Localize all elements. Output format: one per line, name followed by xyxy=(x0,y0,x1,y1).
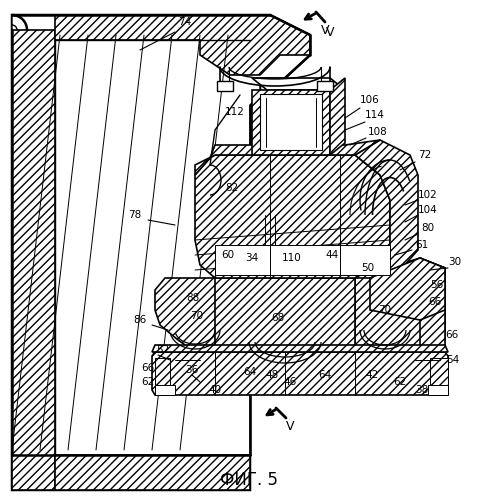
Text: 40: 40 xyxy=(209,385,222,395)
Text: V: V xyxy=(321,24,329,36)
Polygon shape xyxy=(155,358,170,385)
Text: 60: 60 xyxy=(222,250,235,260)
Polygon shape xyxy=(420,258,445,352)
Text: 106: 106 xyxy=(360,95,380,105)
Polygon shape xyxy=(155,278,215,352)
Polygon shape xyxy=(195,140,380,175)
Text: 30: 30 xyxy=(448,257,462,267)
Polygon shape xyxy=(12,30,55,490)
Polygon shape xyxy=(317,81,333,91)
Text: 54: 54 xyxy=(446,355,460,365)
Text: 80: 80 xyxy=(421,223,435,233)
Polygon shape xyxy=(340,245,390,275)
Polygon shape xyxy=(252,78,345,90)
Text: 72: 72 xyxy=(418,150,432,160)
Polygon shape xyxy=(55,455,250,490)
Polygon shape xyxy=(430,358,448,385)
Text: 104: 104 xyxy=(418,205,438,215)
Polygon shape xyxy=(330,78,345,155)
Polygon shape xyxy=(355,140,418,278)
Text: 110: 110 xyxy=(282,253,302,263)
Text: 56: 56 xyxy=(430,280,444,290)
Text: ФИГ. 5: ФИГ. 5 xyxy=(220,471,278,489)
Text: 34: 34 xyxy=(246,253,258,263)
Text: 108: 108 xyxy=(368,127,388,137)
Polygon shape xyxy=(217,81,233,91)
Text: 64: 64 xyxy=(244,367,256,377)
Text: 44: 44 xyxy=(325,250,339,260)
Text: 48: 48 xyxy=(265,370,278,380)
Text: 46: 46 xyxy=(283,377,297,387)
Polygon shape xyxy=(260,94,322,150)
Polygon shape xyxy=(12,15,310,490)
Text: 86: 86 xyxy=(133,315,146,325)
Text: 78: 78 xyxy=(128,210,141,220)
Polygon shape xyxy=(195,155,390,278)
Polygon shape xyxy=(340,258,445,352)
Text: V: V xyxy=(326,26,334,38)
Text: 70: 70 xyxy=(378,305,391,315)
Polygon shape xyxy=(152,352,448,395)
Text: 64: 64 xyxy=(318,370,332,380)
Text: 61: 61 xyxy=(415,240,429,250)
Polygon shape xyxy=(152,345,448,352)
Text: 36: 36 xyxy=(185,365,199,375)
Polygon shape xyxy=(215,245,270,275)
Text: 66: 66 xyxy=(141,363,154,373)
Text: 62: 62 xyxy=(141,377,154,387)
Text: 50: 50 xyxy=(362,263,374,273)
Polygon shape xyxy=(155,385,175,395)
Text: 112: 112 xyxy=(225,107,245,117)
Polygon shape xyxy=(200,278,355,365)
Text: 114: 114 xyxy=(365,110,385,120)
Text: 66: 66 xyxy=(445,330,459,340)
Text: 38: 38 xyxy=(415,385,429,395)
Text: 82: 82 xyxy=(226,183,239,193)
Polygon shape xyxy=(428,385,448,395)
Text: V: V xyxy=(286,420,294,432)
Text: 68: 68 xyxy=(271,313,285,323)
Polygon shape xyxy=(12,15,310,490)
Polygon shape xyxy=(55,15,310,75)
Text: 66: 66 xyxy=(428,297,442,307)
Text: 74: 74 xyxy=(178,17,192,27)
Text: 52: 52 xyxy=(156,345,170,355)
Polygon shape xyxy=(252,90,330,155)
Text: 62: 62 xyxy=(393,377,407,387)
Polygon shape xyxy=(370,258,445,320)
Text: 102: 102 xyxy=(418,190,438,200)
Polygon shape xyxy=(270,245,340,275)
Text: 42: 42 xyxy=(366,370,378,380)
Text: 88: 88 xyxy=(186,293,200,303)
Text: 70: 70 xyxy=(190,311,204,321)
